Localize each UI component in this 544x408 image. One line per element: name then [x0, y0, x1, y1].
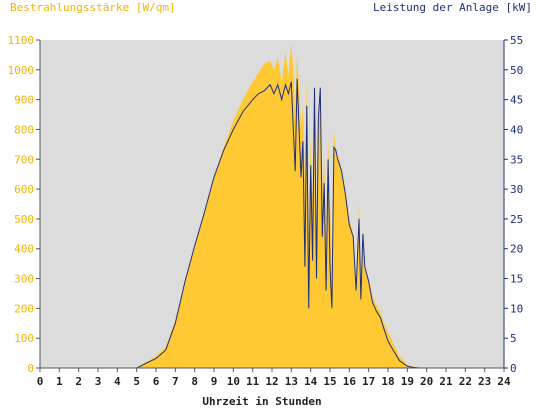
x-tick-label: 4	[114, 375, 121, 388]
y-left-tick-label: 300	[14, 273, 34, 286]
x-tick-label: 17	[362, 375, 375, 388]
x-tick-label: 16	[343, 375, 357, 388]
x-tick-label: 23	[478, 375, 491, 388]
irradiance-area	[40, 43, 504, 368]
y-right-tick-label: 15	[510, 273, 523, 286]
y-left-tick-label: 100	[14, 332, 34, 345]
x-tick-label: 0	[37, 375, 44, 388]
x-tick-label: 7	[172, 375, 179, 388]
x-tick-label: 20	[420, 375, 433, 388]
x-axis-title: Uhrzeit in Stunden	[202, 395, 321, 408]
x-tick-label: 9	[211, 375, 218, 388]
y-left-tick-label: 200	[14, 302, 34, 315]
x-tick-label: 3	[95, 375, 102, 388]
x-tick-label: 2	[75, 375, 82, 388]
x-tick-label: 11	[246, 375, 260, 388]
y-right-tick-label: 40	[510, 123, 523, 136]
x-tick-label: 1	[56, 375, 63, 388]
y-left-tick-label: 800	[14, 123, 34, 136]
y-right-tick-label: 45	[510, 94, 523, 107]
y-right-tick-label: 5	[510, 332, 517, 345]
chart-marks	[40, 43, 504, 369]
left-axis-title: Bestrahlungsstärke [W/qm]	[10, 1, 176, 14]
x-tick-label: 21	[439, 375, 453, 388]
y-left-tick-label: 0	[27, 362, 34, 375]
y-right-tick-label: 0	[510, 362, 517, 375]
axis-ticks: 0 1 2 3 4 5 6 7 8 9 10 11 12 13 14 15 16 17 18 19 20 21 22 23 24…	[8, 34, 524, 388]
y-left-tick-label: 900	[14, 94, 34, 107]
x-tick-label: 5	[133, 375, 140, 388]
y-right-tick-label: 30	[510, 183, 523, 196]
y-left-tick-label: 400	[14, 243, 34, 256]
x-tick-label: 15	[323, 375, 336, 388]
y-right-tick-label: 20	[510, 243, 523, 256]
y-right-tick-label: 25	[510, 213, 523, 226]
y-left-tick-label: 500	[14, 213, 34, 226]
y-left-tick-label: 600	[14, 183, 34, 196]
x-tick-label: 22	[459, 375, 472, 388]
y-left-tick-label: 700	[14, 153, 34, 166]
y-left-tick-label: 1100	[8, 34, 35, 47]
x-tick-label: 18	[381, 375, 394, 388]
right-axis-title: Leistung der Anlage [kW]	[373, 1, 532, 14]
power-line	[40, 78, 504, 369]
x-tick-label: 6	[153, 375, 160, 388]
x-tick-label: 24	[497, 375, 511, 388]
x-tick-label: 19	[401, 375, 414, 388]
x-tick-label: 13	[285, 375, 298, 388]
x-tick-label: 10	[227, 375, 240, 388]
y-right-tick-label: 35	[510, 153, 523, 166]
x-tick-label: 12	[265, 375, 278, 388]
y-right-tick-label: 55	[510, 34, 523, 47]
y-left-tick-label: 1000	[8, 64, 35, 77]
x-tick-label: 8	[191, 375, 198, 388]
y-right-tick-label: 10	[510, 302, 523, 315]
y-right-tick-label: 50	[510, 64, 523, 77]
x-tick-label: 14	[304, 375, 318, 388]
